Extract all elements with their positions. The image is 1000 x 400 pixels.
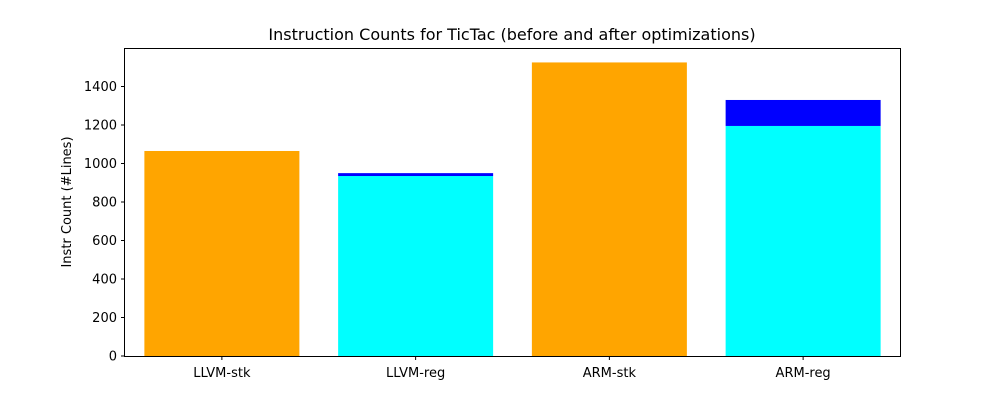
x-tick-label-llvm-stk: LLVM-stk	[193, 366, 251, 381]
y-tick-label: 1400	[84, 80, 117, 95]
bar-llvm-reg-segment-1	[338, 173, 494, 177]
x-tick-label-arm-stk: ARM-stk	[583, 366, 637, 381]
chart-title: Instruction Counts for TicTac (before an…	[268, 25, 755, 44]
plot-frame	[124, 48, 901, 357]
y-tick-label: 800	[92, 196, 117, 211]
y-axis-label: Instr Count (#Lines)	[60, 136, 75, 267]
x-tick-label-llvm-reg: LLVM-reg	[386, 366, 445, 381]
bar-arm-reg-segment-1	[725, 99, 881, 126]
y-axis-ticks: 0 200 400 600 800 1000 1200 1400	[84, 80, 125, 365]
bar-arm-reg-segment-0	[725, 125, 881, 357]
y-tick-label: 200	[92, 311, 117, 326]
y-tick-label: 400	[92, 273, 117, 288]
bars-layer	[144, 62, 881, 357]
bar-arm-stk-segment-0	[531, 62, 687, 356]
y-tick-label: 600	[92, 234, 117, 249]
bar-llvm-reg-segment-0	[338, 176, 494, 356]
y-tick-label: 1200	[84, 119, 117, 134]
y-tick-label: 1000	[84, 157, 117, 172]
x-axis-ticks: LLVM-stk LLVM-reg ARM-stk ARM-reg	[193, 356, 831, 381]
bar-llvm-stk-segment-0	[144, 150, 300, 356]
y-tick-label: 0	[109, 350, 117, 365]
x-tick-label-arm-reg: ARM-reg	[776, 366, 831, 381]
